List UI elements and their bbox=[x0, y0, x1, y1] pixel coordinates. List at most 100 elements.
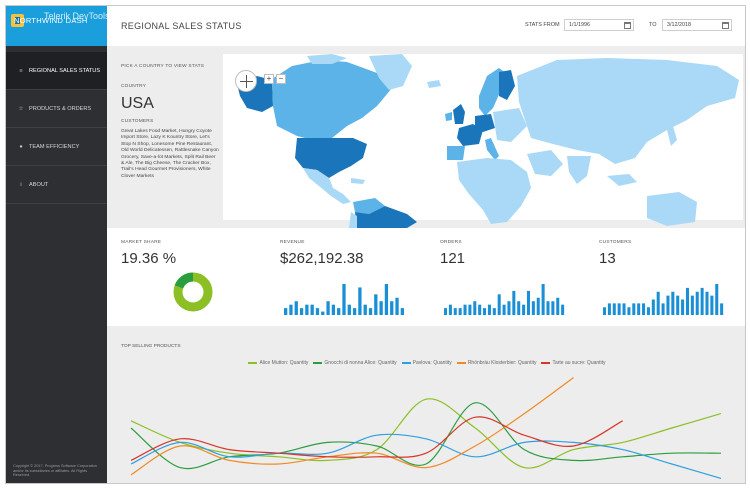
spark-bar bbox=[517, 301, 521, 315]
menu-icon: ≡ bbox=[19, 67, 23, 74]
spark-bar bbox=[374, 294, 378, 315]
spark-bar bbox=[352, 308, 357, 315]
spark-bar bbox=[622, 303, 626, 316]
map-country-indonesia[interactable] bbox=[607, 174, 637, 186]
calendar-icon[interactable] bbox=[624, 22, 631, 29]
kpi-label: MARKET SHARE bbox=[121, 240, 162, 245]
map-country-middle-east[interactable] bbox=[527, 150, 563, 176]
spark-bar bbox=[661, 303, 665, 316]
dashboard-window: NORTHWIND DASH Telerik DevTools ≡ REGION… bbox=[5, 5, 746, 484]
page-title: REGIONAL SALES STATUS bbox=[121, 21, 242, 31]
from-date-picker[interactable]: 1/1/1996 bbox=[564, 19, 634, 31]
map-country-india[interactable] bbox=[567, 156, 591, 184]
sidebar-item-products-orders[interactable]: ☆ PRODUCTS & ORDERS bbox=[6, 90, 107, 128]
spark-bar bbox=[536, 297, 540, 315]
spark-bar bbox=[342, 284, 346, 315]
map-pan-control[interactable] bbox=[235, 70, 257, 92]
map-country-usa[interactable] bbox=[295, 138, 367, 178]
zoom-in-button[interactable]: + bbox=[264, 74, 274, 84]
info-icon: i bbox=[20, 181, 22, 188]
spark-bar bbox=[546, 301, 550, 315]
map-country-finland[interactable] bbox=[499, 70, 515, 100]
sidebar-item-regional-sales-status[interactable]: ≡ REGIONAL SALES STATUS bbox=[6, 52, 107, 90]
map-country-canada[interactable] bbox=[272, 60, 392, 138]
from-date-value: 1/1/1996 bbox=[569, 22, 590, 28]
spark-bar bbox=[676, 295, 680, 316]
map-country-africa[interactable] bbox=[457, 158, 531, 224]
legend-swatch bbox=[541, 362, 551, 364]
spark-bar bbox=[512, 290, 516, 315]
spark-bar bbox=[363, 304, 367, 315]
map-country-russia-asia[interactable] bbox=[517, 58, 739, 164]
map-country-uk[interactable] bbox=[453, 104, 465, 124]
legend-swatch bbox=[248, 362, 258, 364]
sidebar: NORTHWIND DASH Telerik DevTools ≡ REGION… bbox=[6, 6, 110, 483]
zoom-out-button[interactable]: − bbox=[276, 74, 286, 84]
spark-bar bbox=[607, 303, 611, 316]
spark-bar bbox=[448, 304, 452, 315]
legend-item[interactable]: Pavlova: Quantity bbox=[401, 360, 452, 366]
map-country-arctic-islands[interactable] bbox=[307, 54, 347, 64]
spark-bar bbox=[695, 291, 699, 315]
spark-bar bbox=[347, 304, 351, 315]
revenue-sparkbars bbox=[284, 284, 404, 315]
map-country-italy[interactable] bbox=[485, 138, 499, 160]
app-logo-text: NORTHWIND DASH bbox=[14, 16, 88, 25]
kpi-customers: CUSTOMERS 13 bbox=[599, 228, 745, 326]
map-country-japan[interactable] bbox=[667, 126, 677, 146]
sidebar-item-label: TEAM EFFICIENCY bbox=[29, 143, 80, 150]
spark-bar bbox=[666, 295, 670, 316]
spark-bar bbox=[720, 303, 724, 316]
map-country-iceland[interactable] bbox=[427, 80, 441, 88]
customers-sparkbars bbox=[603, 284, 724, 316]
spark-bar bbox=[522, 304, 526, 315]
spark-bar bbox=[358, 287, 362, 315]
spark-bar bbox=[671, 291, 675, 315]
world-map[interactable] bbox=[107, 46, 746, 228]
spark-bar bbox=[690, 295, 694, 316]
map-country-australia[interactable] bbox=[647, 192, 697, 226]
map-country-germany[interactable] bbox=[475, 114, 495, 132]
kpi-revenue: REVENUE $262,192.38 bbox=[280, 228, 430, 326]
map-country-mexico[interactable] bbox=[303, 168, 351, 204]
map-country-spain[interactable] bbox=[447, 146, 465, 160]
stats-from-label: STATS FROM bbox=[525, 22, 560, 28]
spark-bar bbox=[551, 301, 555, 315]
spark-bar bbox=[656, 291, 660, 315]
map-country-greenland[interactable] bbox=[369, 54, 412, 90]
legend-item[interactable]: Alice Mutton: Quantity bbox=[248, 360, 308, 366]
spark-bar bbox=[487, 304, 491, 315]
sidebar-item-about[interactable]: i ABOUT bbox=[6, 166, 107, 204]
calendar-icon[interactable] bbox=[722, 22, 729, 29]
map-country-eastern-europe[interactable] bbox=[493, 108, 527, 142]
series-line[interactable] bbox=[130, 416, 623, 461]
legend-label: Tarte au sucre: Quantity bbox=[552, 360, 606, 366]
chart-title: TOP SELLING PRODUCTS bbox=[121, 344, 181, 349]
donut-share-segment bbox=[174, 272, 194, 289]
legend-label: Gnocchi di nonna Alice: Quantity bbox=[324, 360, 397, 366]
legend-item[interactable]: Gnocchi di nonna Alice: Quantity bbox=[313, 360, 397, 366]
spark-bar bbox=[627, 307, 631, 315]
map-country-caribbean[interactable] bbox=[351, 178, 365, 184]
map-country-france[interactable] bbox=[457, 124, 483, 146]
legend-item[interactable]: Tarte au sucre: Quantity bbox=[541, 360, 606, 366]
spark-bar bbox=[473, 301, 477, 315]
series-line[interactable] bbox=[130, 398, 722, 469]
series-line[interactable] bbox=[130, 377, 574, 476]
spark-bar bbox=[507, 301, 511, 315]
kpi-label: CUSTOMERS bbox=[599, 240, 632, 245]
copyright-text: Copyright © 2017, Progress Software Corp… bbox=[13, 464, 97, 478]
spark-bar bbox=[379, 301, 383, 315]
series-line[interactable] bbox=[130, 402, 722, 470]
logo-bar[interactable]: NORTHWIND DASH Telerik DevTools bbox=[6, 6, 110, 46]
map-country-brazil[interactable] bbox=[355, 206, 417, 228]
series-line[interactable] bbox=[130, 433, 722, 479]
map-country-ireland[interactable] bbox=[445, 112, 452, 121]
to-date-picker[interactable]: 3/12/2018 bbox=[662, 19, 732, 31]
spark-bar bbox=[681, 299, 685, 315]
sidebar-item-team-efficiency[interactable]: ● TEAM EFFICIENCY bbox=[6, 128, 107, 166]
spark-bar bbox=[463, 304, 467, 315]
spark-bar bbox=[326, 301, 330, 315]
map-country-peru[interactable] bbox=[349, 212, 357, 228]
legend-item[interactable]: Rhönbräu Klosterbier: Quantity bbox=[456, 360, 536, 366]
